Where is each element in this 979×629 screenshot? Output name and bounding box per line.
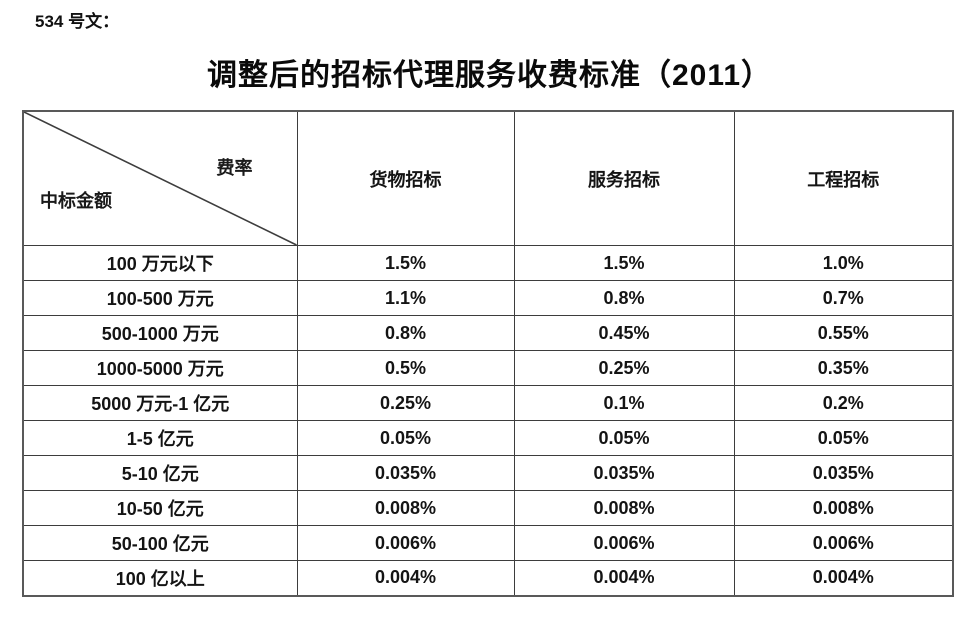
services-rate-cell: 0.25%: [513, 350, 735, 386]
doc-number-label: 534 号文：: [35, 12, 120, 31]
services-rate-cell: 1.5%: [513, 245, 735, 281]
column-header-works: 工程招标: [733, 110, 954, 246]
services-rate-cell: 0.004%: [513, 560, 735, 596]
table-row: 50-100 亿元 0.006% 0.006% 0.006%: [22, 525, 954, 561]
table-row: 500-1000 万元 0.8% 0.45% 0.55%: [22, 315, 954, 351]
corner-label-amount: 中标金额: [40, 191, 112, 211]
works-rate-cell: 1.0%: [733, 245, 954, 281]
amount-cell: 10-50 亿元: [22, 490, 298, 526]
goods-rate-cell: 0.035%: [296, 455, 515, 491]
table-header-row: 费率 中标金额 货物招标 服务招标 工程招标: [22, 110, 954, 246]
services-rate-cell: 0.006%: [513, 525, 735, 561]
works-rate-cell: 0.008%: [733, 490, 954, 526]
services-rate-cell: 0.008%: [513, 490, 735, 526]
amount-cell: 500-1000 万元: [22, 315, 298, 351]
amount-cell: 100-500 万元: [22, 280, 298, 316]
amount-cell: 5-10 亿元: [22, 455, 298, 491]
goods-rate-cell: 0.05%: [296, 420, 515, 456]
table-row: 100 亿以上 0.004% 0.004% 0.004%: [22, 560, 954, 596]
amount-cell: 5000 万元-1 亿元: [22, 385, 298, 421]
works-rate-cell: 0.004%: [733, 560, 954, 596]
table-row: 100-500 万元 1.1% 0.8% 0.7%: [22, 280, 954, 316]
column-header-services: 服务招标: [513, 110, 735, 246]
goods-rate-cell: 0.004%: [296, 560, 515, 596]
services-rate-cell: 0.035%: [513, 455, 735, 491]
works-rate-cell: 0.7%: [733, 280, 954, 316]
works-rate-cell: 0.2%: [733, 385, 954, 421]
amount-cell: 50-100 亿元: [22, 525, 298, 561]
amount-cell: 100 亿以上: [22, 560, 298, 596]
goods-rate-cell: 1.5%: [296, 245, 515, 281]
column-header-goods: 货物招标: [296, 110, 515, 246]
table-row: 10-50 亿元 0.008% 0.008% 0.008%: [22, 490, 954, 526]
table-row: 1-5 亿元 0.05% 0.05% 0.05%: [22, 420, 954, 456]
works-rate-cell: 0.006%: [733, 525, 954, 561]
amount-cell: 1000-5000 万元: [22, 350, 298, 386]
table-corner-cell: 费率 中标金额: [22, 110, 298, 246]
services-rate-cell: 0.1%: [513, 385, 735, 421]
works-rate-cell: 0.55%: [733, 315, 954, 351]
table-row: 1000-5000 万元 0.5% 0.25% 0.35%: [22, 350, 954, 386]
amount-cell: 1-5 亿元: [22, 420, 298, 456]
services-rate-cell: 0.45%: [513, 315, 735, 351]
table-row: 100 万元以下 1.5% 1.5% 1.0%: [22, 245, 954, 281]
works-rate-cell: 0.05%: [733, 420, 954, 456]
goods-rate-cell: 0.008%: [296, 490, 515, 526]
goods-rate-cell: 0.8%: [296, 315, 515, 351]
page-title: 调整后的招标代理服务收费标准（2011）: [206, 59, 773, 92]
works-rate-cell: 0.035%: [733, 455, 954, 491]
diagonal-divider-line: [24, 112, 297, 245]
fee-table: 费率 中标金额 货物招标 服务招标 工程招标 100 万元以下 1.5% 1.5…: [22, 110, 954, 597]
table-row: 5-10 亿元 0.035% 0.035% 0.035%: [22, 455, 954, 491]
services-rate-cell: 0.8%: [513, 280, 735, 316]
services-rate-cell: 0.05%: [513, 420, 735, 456]
corner-label-rate: 费率: [216, 158, 253, 178]
goods-rate-cell: 1.1%: [296, 280, 515, 316]
amount-cell: 100 万元以下: [22, 245, 298, 281]
goods-rate-cell: 0.006%: [296, 525, 515, 561]
goods-rate-cell: 0.25%: [296, 385, 515, 421]
goods-rate-cell: 0.5%: [296, 350, 515, 386]
corner-cell-content: 费率 中标金额: [24, 112, 297, 245]
table-row: 5000 万元-1 亿元 0.25% 0.1% 0.2%: [22, 385, 954, 421]
works-rate-cell: 0.35%: [733, 350, 954, 386]
